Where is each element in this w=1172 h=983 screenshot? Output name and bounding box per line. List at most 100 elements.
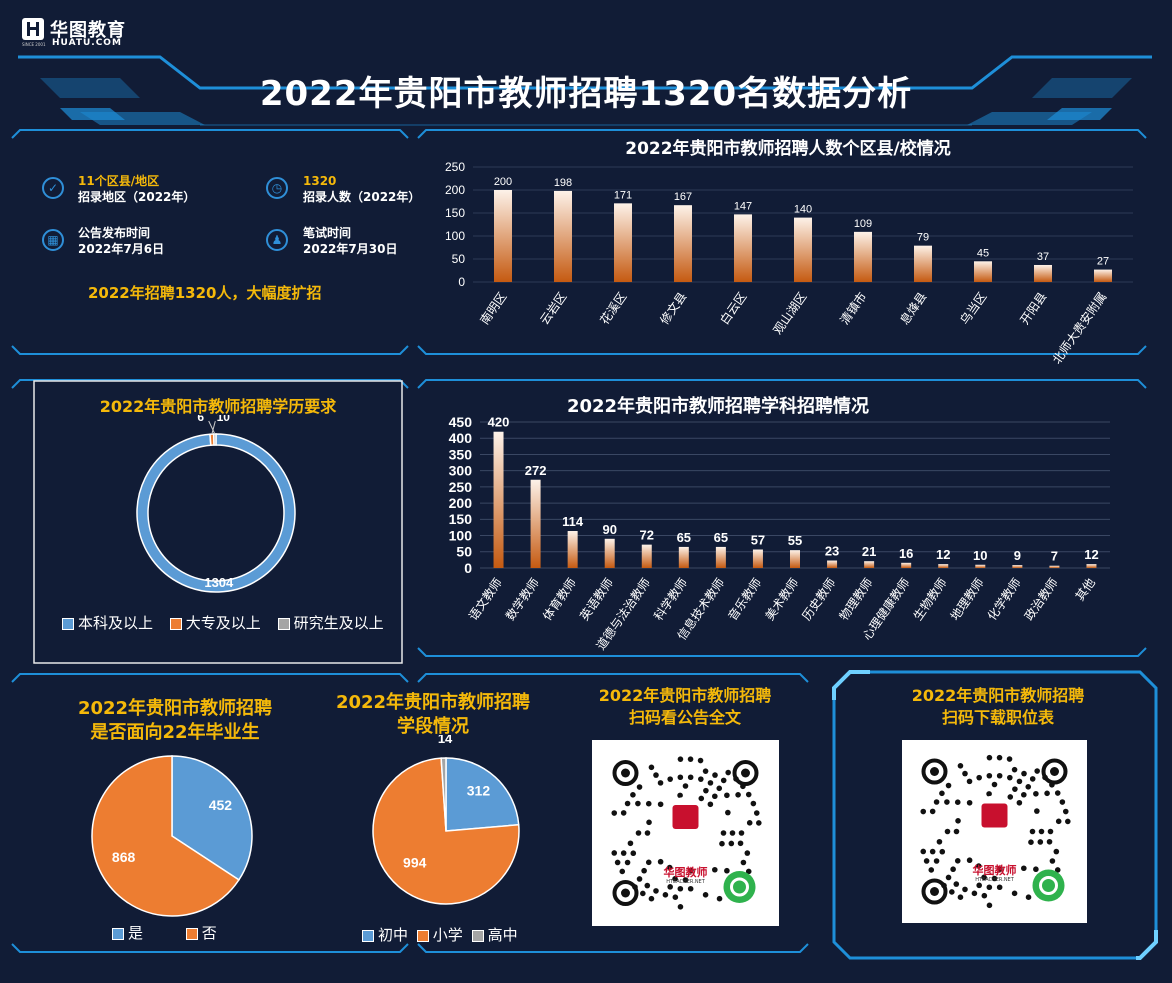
bar bbox=[530, 479, 541, 568]
qr-eye-center bbox=[621, 888, 630, 898]
bar bbox=[604, 538, 615, 568]
bar bbox=[1086, 564, 1097, 568]
bar bbox=[494, 190, 512, 282]
qr-dot bbox=[725, 769, 731, 776]
qr-brand: 华图教师 bbox=[663, 866, 708, 879]
qr-dot bbox=[720, 777, 727, 784]
data-label: 65 bbox=[677, 530, 691, 545]
qr-dot bbox=[687, 756, 694, 762]
x-tick-label: 南明区 bbox=[477, 289, 510, 327]
data-label: 868 bbox=[112, 849, 136, 865]
legend-label-graduate: 研究生及以上 bbox=[293, 614, 384, 632]
qr-dot bbox=[929, 808, 936, 815]
qr-dot bbox=[1033, 866, 1039, 873]
qr-domain: HTEACHER.NET bbox=[975, 877, 1014, 883]
x-tick-label: 开阳县 bbox=[1017, 290, 1049, 328]
qr-dot bbox=[627, 840, 634, 847]
qr-dot bbox=[646, 819, 652, 826]
legend-label-middle: 初中 bbox=[378, 926, 409, 944]
qr-dot bbox=[687, 774, 694, 781]
legend-swatch-blue bbox=[362, 929, 374, 942]
qr-dot bbox=[716, 785, 723, 792]
education-legend: 本科及以上 大专及以上 研究生及以上 bbox=[62, 612, 384, 633]
qr-dot bbox=[677, 756, 684, 762]
qr-announcement-line2: 扫码看公告全文 bbox=[628, 708, 741, 727]
qr-dot bbox=[653, 772, 659, 778]
qr-pattern bbox=[920, 754, 1071, 909]
qr-dot bbox=[1011, 766, 1018, 773]
data-label: 14 bbox=[438, 735, 453, 746]
qr-dot bbox=[996, 772, 1003, 779]
legend-swatch-orange bbox=[169, 617, 182, 630]
qr-dot bbox=[1011, 890, 1018, 897]
qr-dot bbox=[687, 885, 694, 892]
wechat-mini-icon-inner bbox=[730, 877, 749, 897]
qr-dot bbox=[955, 817, 961, 824]
pie-slice bbox=[440, 757, 447, 832]
qr-dot bbox=[672, 894, 679, 900]
qr-pattern bbox=[611, 756, 762, 910]
kpi-count-label: 招录人数（2022年） bbox=[303, 190, 421, 204]
qr-dot bbox=[667, 884, 673, 890]
qr-code-announcement[interactable]: 华图教师 HTEACHER.NET bbox=[592, 740, 779, 926]
data-label: 272 bbox=[525, 463, 547, 478]
x-tick-label: 北师大贵安附属 bbox=[1049, 289, 1109, 366]
check-circle-icon: ✓ bbox=[42, 177, 64, 199]
qr-dot bbox=[737, 840, 744, 847]
y-tick-label: 0 bbox=[458, 275, 465, 289]
data-label: 312 bbox=[467, 783, 491, 799]
bar bbox=[1034, 264, 1052, 282]
qr-dot bbox=[1012, 786, 1018, 792]
qr-dot bbox=[1059, 799, 1066, 805]
x-tick-label: 观山湖区 bbox=[770, 289, 810, 337]
data-label: 7 bbox=[1051, 549, 1058, 564]
qr-dot bbox=[991, 875, 998, 882]
qr-dot bbox=[620, 850, 627, 856]
y-tick-label: 250 bbox=[449, 479, 473, 495]
bar bbox=[938, 564, 949, 568]
qr-eye-center bbox=[930, 887, 939, 896]
qr-dot bbox=[648, 895, 655, 902]
qr-dot bbox=[1038, 828, 1045, 835]
data-label: 45 bbox=[977, 247, 989, 259]
qr-dot bbox=[644, 830, 651, 836]
qr-dot bbox=[923, 858, 930, 864]
qr-dot bbox=[950, 866, 956, 873]
y-tick-label: 300 bbox=[449, 463, 473, 479]
qr-dot bbox=[986, 884, 993, 891]
qr-dot bbox=[745, 868, 752, 875]
pie-slice bbox=[212, 433, 217, 446]
qr-dot bbox=[662, 892, 669, 898]
qr-dot bbox=[624, 800, 631, 807]
qr-dot bbox=[939, 790, 945, 797]
kpi-announce-date: 2022年7月6日 bbox=[78, 242, 165, 256]
level-chart-title-line1: 2022年贵阳市教师招聘 bbox=[335, 692, 531, 713]
qr-dot bbox=[953, 828, 960, 835]
qr-dot bbox=[641, 867, 647, 874]
qr-dot bbox=[653, 888, 659, 894]
qr-announcement-line1: 2022年贵阳市教师招聘 bbox=[598, 686, 772, 705]
qr-dot bbox=[756, 820, 762, 826]
legend-label-high: 高中 bbox=[487, 926, 518, 944]
qr-dot bbox=[986, 791, 992, 797]
kpi-exam-date: 2022年7月30日 bbox=[303, 242, 398, 256]
qr-dot bbox=[962, 886, 968, 893]
qr-dot bbox=[996, 754, 1003, 761]
bar bbox=[752, 549, 763, 568]
qr-dot bbox=[1025, 784, 1032, 790]
qr-positions-line1: 2022年贵阳市教师招聘 bbox=[911, 686, 1085, 705]
data-label: 27 bbox=[1097, 256, 1109, 268]
qr-code-positions[interactable]: 华图教师 HTEACHER.NET bbox=[902, 740, 1087, 923]
calendar-icon: ▦ bbox=[42, 229, 64, 251]
qr-dot bbox=[1007, 794, 1014, 800]
bar bbox=[554, 190, 572, 282]
qr-dot bbox=[1021, 865, 1027, 872]
qr-eye-center bbox=[741, 768, 750, 778]
data-label: 90 bbox=[602, 522, 616, 537]
data-label: 140 bbox=[794, 204, 812, 216]
qr-dot bbox=[712, 772, 718, 778]
x-tick-label: 清镇市 bbox=[837, 289, 870, 327]
leader-line bbox=[208, 420, 216, 435]
kpi-announce: 公告发布时间 2022年7月6日 bbox=[78, 225, 164, 257]
y-tick-label: 200 bbox=[449, 495, 473, 511]
